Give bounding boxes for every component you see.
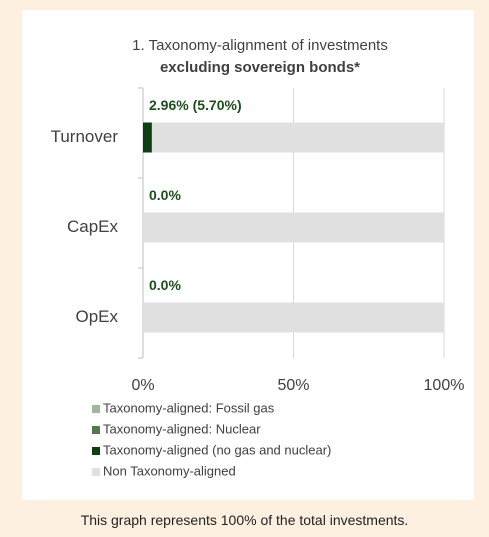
- chart-subtitle: excluding sovereign bonds*: [160, 59, 360, 76]
- legend-swatch: [92, 468, 100, 476]
- data-label: 0.0%: [149, 187, 181, 203]
- legend-swatch: [92, 405, 100, 413]
- bar-segment: [143, 302, 444, 333]
- x-tick-label: 50%: [277, 377, 309, 394]
- chart: 1. Taxonomy-alignment of investments exc…: [51, 37, 465, 478]
- legend-swatch: [92, 447, 100, 455]
- chart-panel: [22, 10, 474, 500]
- legend-swatch: [92, 426, 100, 434]
- legend-label: Taxonomy-aligned: Fossil gas: [103, 400, 275, 415]
- bar-segment: [151, 122, 444, 153]
- bar-segment: [143, 122, 152, 153]
- note: This graph represents 100% of the total …: [80, 512, 409, 528]
- legend-label: Taxonomy-aligned (no gas and nuclear): [103, 442, 331, 457]
- data-label: 2.96% (5.70%): [149, 97, 242, 113]
- chart-title: 1. Taxonomy-alignment of investments: [132, 37, 388, 54]
- data-label: 0.0%: [149, 277, 181, 293]
- bar-segment: [143, 212, 444, 243]
- x-tick-label: 100%: [424, 377, 465, 394]
- legend-label: Non Taxonomy-aligned: [103, 463, 236, 478]
- legend-label: Taxonomy-aligned: Nuclear: [103, 421, 261, 436]
- y-tick-label: CapEx: [67, 217, 119, 236]
- y-tick-label: OpEx: [75, 307, 118, 326]
- x-tick-label: 0%: [131, 377, 154, 394]
- y-tick-label: Turnover: [51, 127, 119, 146]
